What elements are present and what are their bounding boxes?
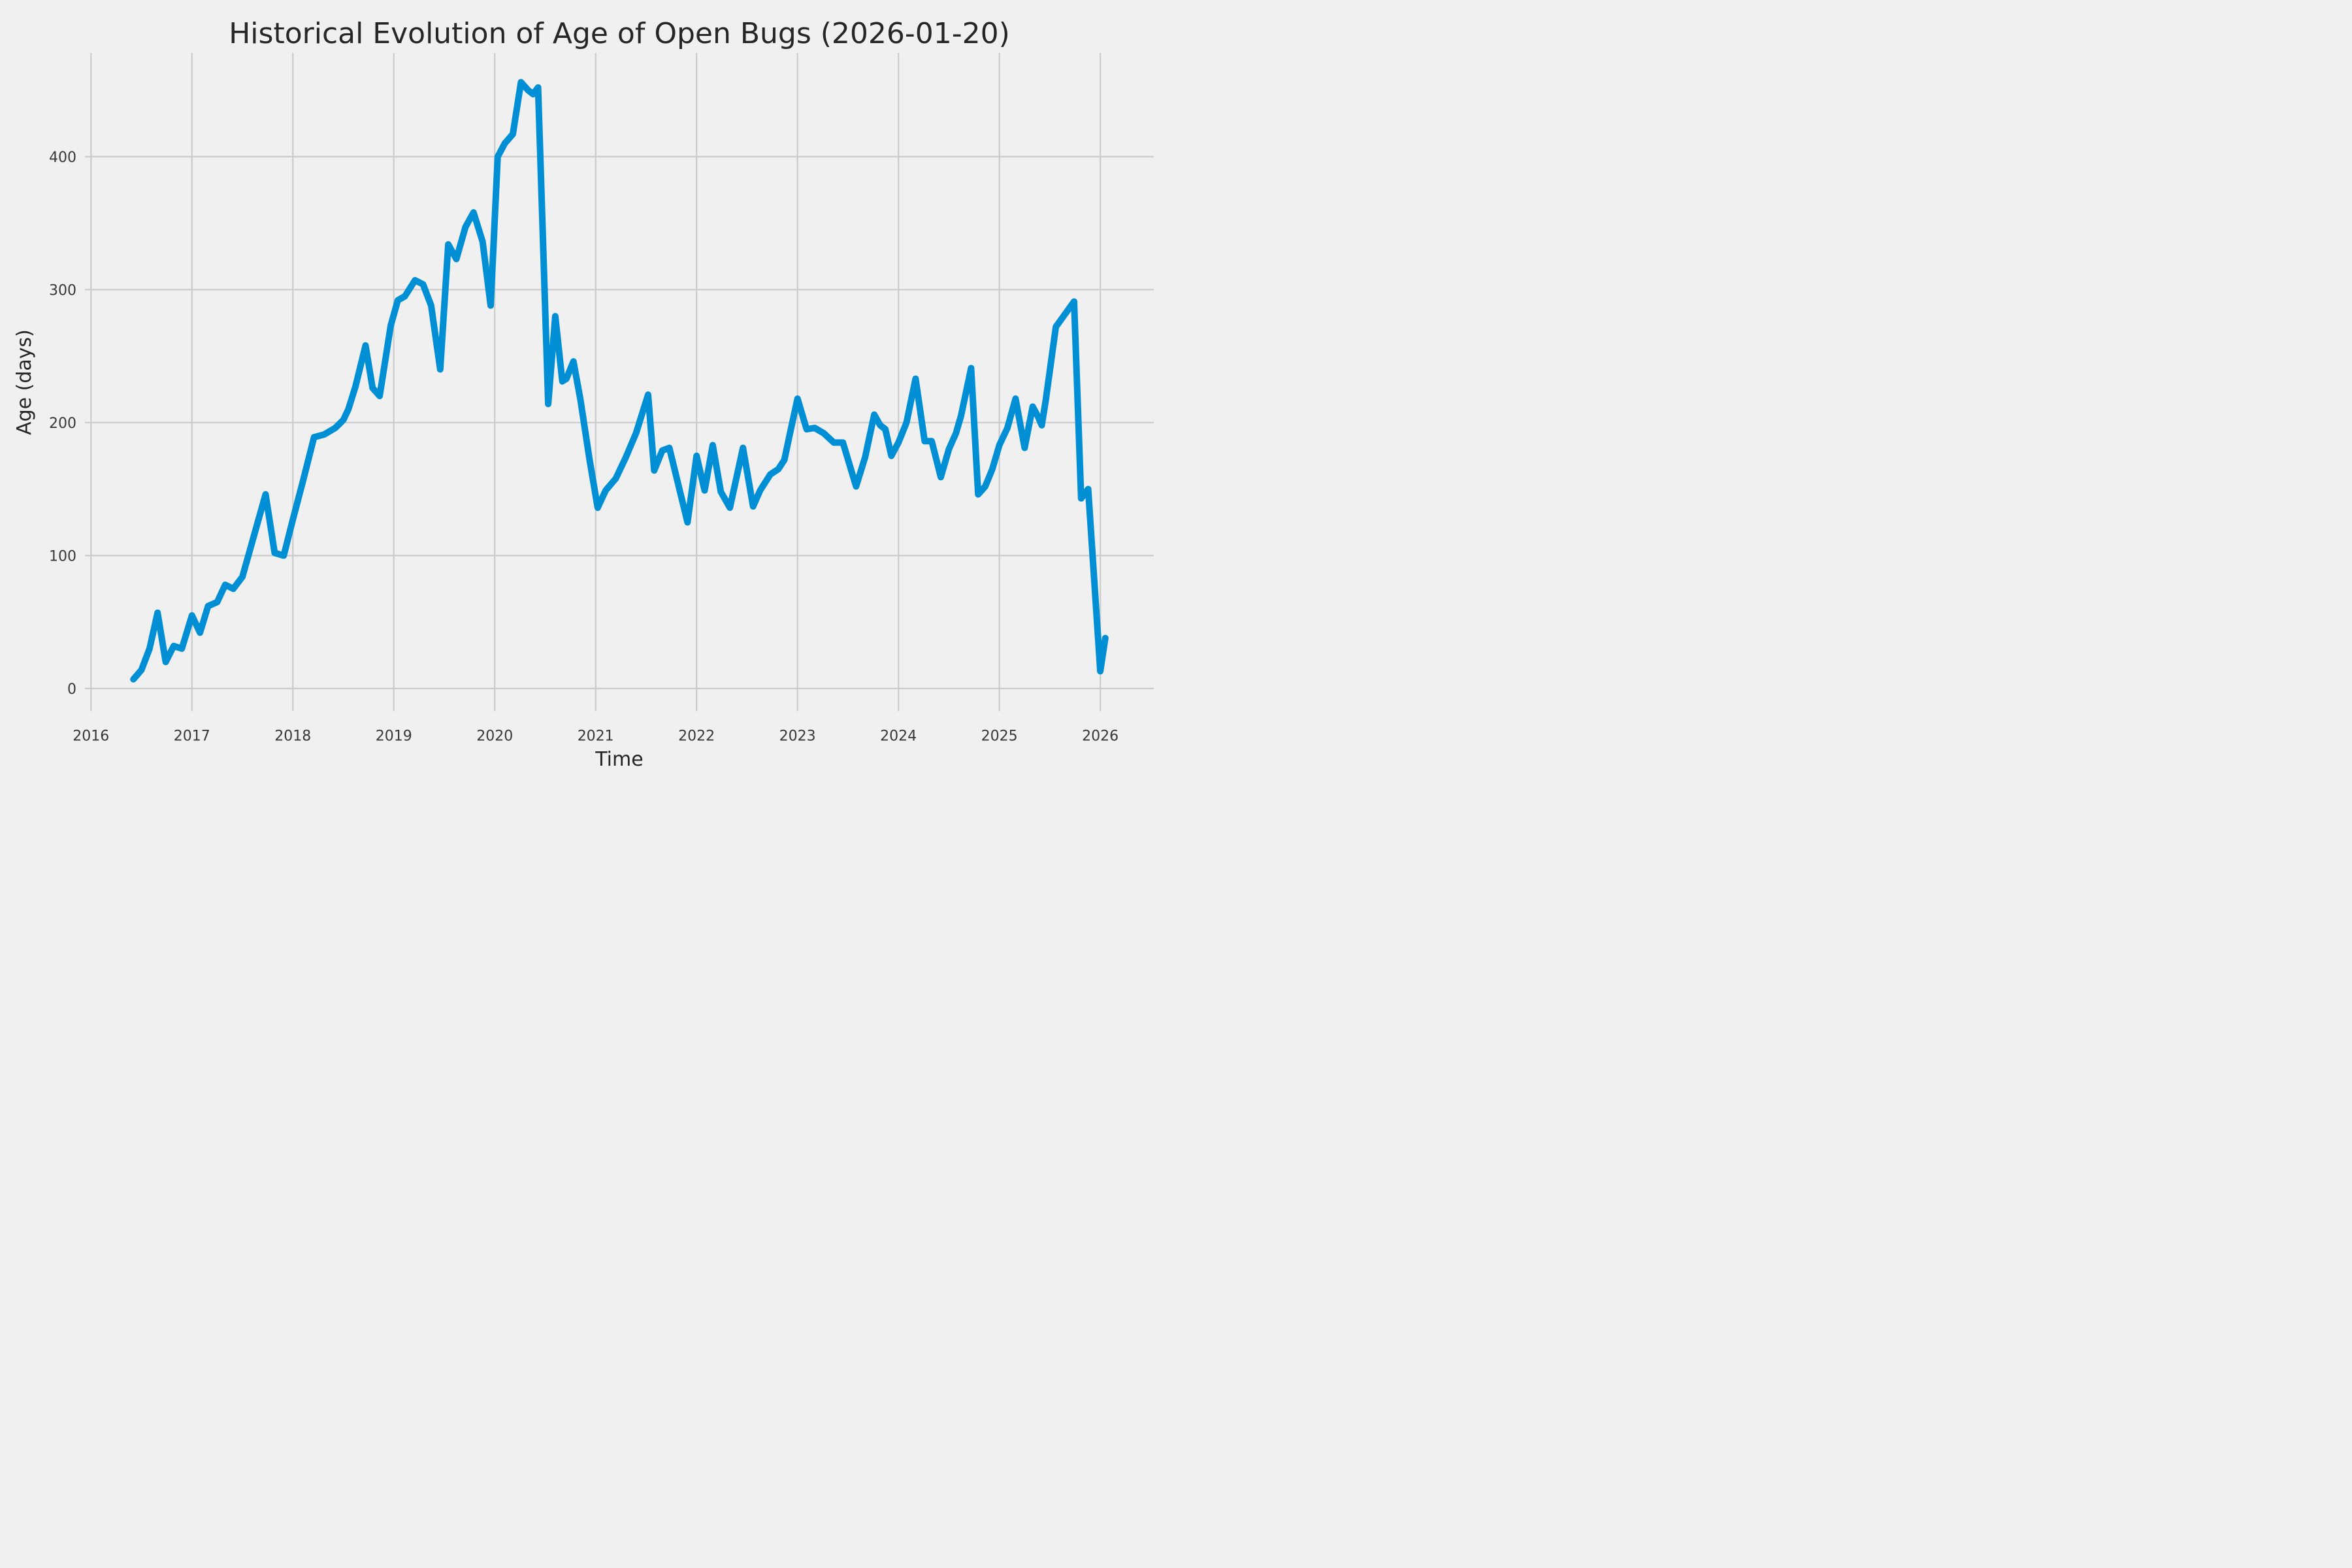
- x-tick-label: 2024: [880, 728, 917, 745]
- y-axis-tick-labels: 0 100 200 300 400: [49, 150, 76, 698]
- gridlines: [85, 53, 1154, 711]
- x-tick-label: 2021: [578, 728, 614, 745]
- y-tick-label: 100: [49, 548, 76, 564]
- y-tick-label: 400: [49, 150, 76, 166]
- chart-title: Historical Evolution of Age of Open Bugs…: [229, 17, 1010, 50]
- bug-age-line-series: [130, 78, 1109, 683]
- x-tick-label: 2023: [779, 728, 816, 745]
- y-tick-label: 300: [49, 282, 76, 299]
- figure: 2016 2017 2018 2019 2020 2021 2022 2023 2024 2025…: [0, 0, 1176, 784]
- x-axis-label: Time: [595, 748, 643, 771]
- x-tick-label: 2020: [476, 728, 513, 745]
- y-tick-label: 0: [67, 681, 76, 698]
- x-tick-label: 2019: [376, 728, 412, 745]
- x-axis-tick-labels: 2016 2017 2018 2019 2020 2021 2022 2023 2024 2025…: [73, 728, 1119, 745]
- x-tick-label: 2016: [73, 728, 109, 745]
- x-tick-label: 2026: [1082, 728, 1119, 745]
- x-tick-label: 2017: [174, 728, 210, 745]
- x-tick-label: 2018: [274, 728, 311, 745]
- y-tick-label: 200: [49, 416, 76, 432]
- x-tick-label: 2025: [981, 728, 1018, 745]
- x-tick-label: 2022: [678, 728, 715, 745]
- line-chart: 2016 2017 2018 2019 2020 2021 2022 2023 2024 2025…: [13, 17, 1154, 771]
- y-axis-label: Age (days): [13, 329, 36, 435]
